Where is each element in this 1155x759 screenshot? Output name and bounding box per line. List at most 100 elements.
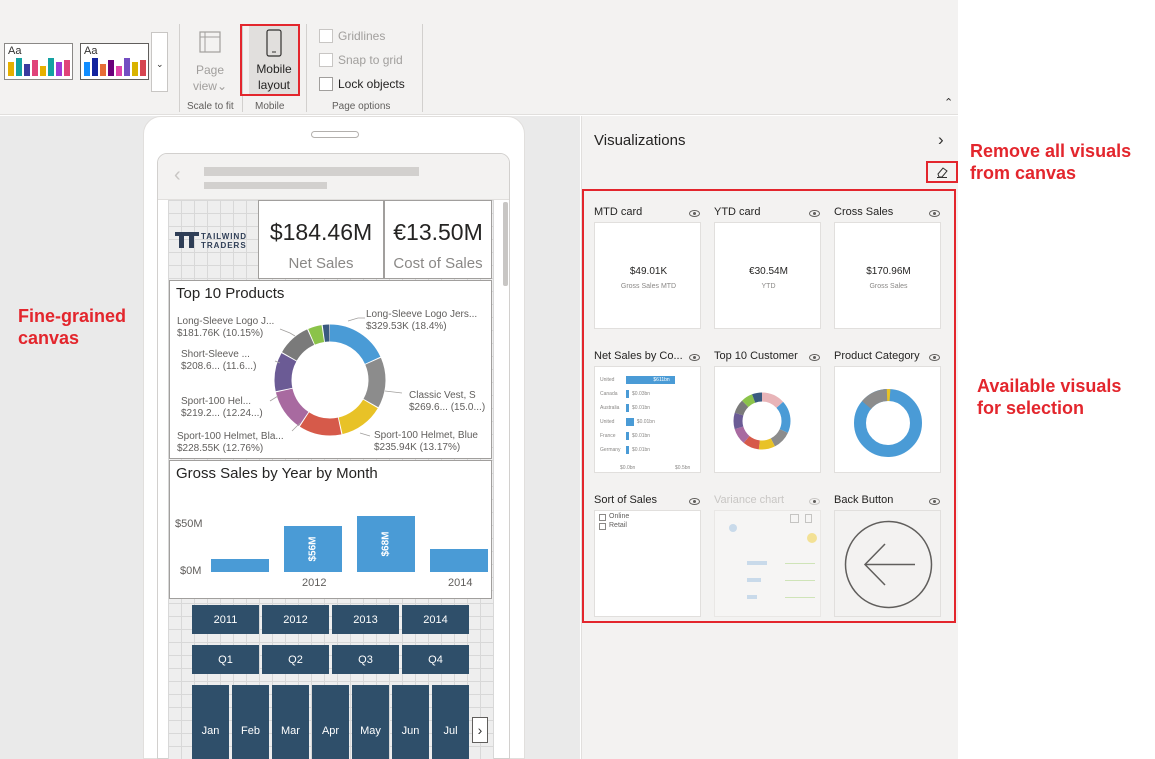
cost-of-sales-value: €13.50M bbox=[393, 219, 483, 245]
group-label-scale: Scale to fit bbox=[187, 101, 234, 112]
slicer-button[interactable]: Q1 bbox=[192, 645, 259, 674]
variance-chart-visual[interactable] bbox=[714, 510, 821, 617]
theme-color-swatch bbox=[108, 60, 114, 76]
donut-label: Sport-100 Hel... $219.2... (12.24...) bbox=[181, 396, 263, 419]
visualizations-title: Visualizations bbox=[594, 132, 686, 149]
slicer-button[interactable]: Q3 bbox=[332, 645, 399, 674]
mtd-card-visual[interactable]: $49.01K Gross Sales MTD bbox=[594, 222, 701, 329]
eye-icon[interactable] bbox=[689, 354, 700, 361]
variance-line bbox=[785, 580, 815, 581]
gross-sales-bar[interactable] bbox=[430, 548, 488, 572]
annotation-fine-grained: Fine-grained canvas bbox=[18, 306, 127, 348]
theme-thumbnail-1[interactable]: Aa bbox=[4, 43, 73, 80]
eye-icon[interactable] bbox=[809, 210, 820, 217]
slicer-button[interactable]: 2013 bbox=[332, 605, 399, 634]
variance-bar bbox=[747, 561, 767, 565]
slicer-button[interactable]: Q4 bbox=[402, 645, 469, 674]
eye-hidden-icon[interactable] bbox=[809, 498, 820, 505]
slicer-button[interactable]: Mar bbox=[272, 685, 309, 759]
net-sales-row-value: $0.01bn bbox=[636, 419, 655, 425]
status-dot bbox=[807, 533, 817, 543]
logo-tile[interactable]: TAILWIND TRADERS bbox=[169, 200, 258, 279]
gridlines-checkbox[interactable] bbox=[319, 29, 333, 43]
slicer-button[interactable]: Feb bbox=[232, 685, 269, 759]
viz-card-title: YTD card bbox=[714, 206, 761, 218]
eye-icon[interactable] bbox=[809, 354, 820, 361]
slicer-checkbox[interactable] bbox=[599, 514, 606, 521]
eye-icon[interactable] bbox=[929, 498, 940, 505]
slicer-option-label: Online bbox=[609, 513, 630, 520]
theme-color-swatch bbox=[124, 58, 130, 76]
pane-collapse-chevron-icon[interactable]: › bbox=[938, 130, 944, 149]
theme-color-swatch bbox=[92, 58, 98, 76]
net-sales-row-value: $0.01bn bbox=[632, 405, 651, 411]
top-10-products-visual[interactable]: Top 10 Products Long-Sleeve Logo J... $18… bbox=[169, 280, 492, 459]
net-sales-row-value: $0.01bn bbox=[632, 447, 651, 453]
variance-bar bbox=[747, 595, 757, 599]
theme-color-swatch bbox=[8, 62, 14, 76]
lock-objects-checkbox[interactable] bbox=[319, 77, 333, 91]
net-sales-bar bbox=[626, 390, 629, 398]
net-sales-bar bbox=[626, 404, 629, 412]
available-visuals-highlight bbox=[582, 189, 956, 623]
slicer-button[interactable]: Jun bbox=[392, 685, 429, 759]
mtd-card-sub: Gross Sales MTD bbox=[620, 283, 677, 290]
collapse-ribbon-icon[interactable]: ⌃ bbox=[944, 97, 954, 109]
slicer-button[interactable]: 2012 bbox=[262, 605, 329, 634]
slicer-button[interactable]: Jan bbox=[192, 685, 229, 759]
theme-color-swatch bbox=[132, 62, 138, 76]
sort-of-sales-visual[interactable]: Online Retail bbox=[594, 510, 701, 617]
gross-sales-visual[interactable]: Gross Sales by Year by Month $50M $0M 20… bbox=[169, 460, 492, 599]
back-button-visual[interactable] bbox=[834, 510, 941, 617]
remove-all-visuals-highlight bbox=[926, 161, 958, 183]
ytd-card-visual[interactable]: €30.54M YTD bbox=[714, 222, 821, 329]
net-sales-card[interactable]: $184.46M Net Sales bbox=[258, 200, 384, 279]
snap-to-grid-label: Snap to grid bbox=[338, 53, 403, 67]
eye-icon[interactable] bbox=[929, 210, 940, 217]
gross-sales-bar[interactable] bbox=[211, 558, 269, 572]
net-sales-by-country-visual[interactable]: United $611bn Canada $0.03bn Australia $0.01b… bbox=[594, 366, 701, 473]
cross-sales-card-visual[interactable]: $170.96M Gross Sales bbox=[834, 222, 941, 329]
gross-sales-bar[interactable]: $56M bbox=[284, 525, 342, 572]
viz-card-title: Top 10 Customer bbox=[714, 350, 798, 362]
eye-icon[interactable] bbox=[689, 498, 700, 505]
ytd-card-value: €30.54M bbox=[749, 266, 788, 277]
snap-to-grid-checkbox[interactable] bbox=[319, 53, 333, 67]
viz-card-title: Net Sales by Co... bbox=[594, 350, 683, 362]
group-label-page-options: Page options bbox=[332, 101, 391, 112]
viz-card-title: Sort of Sales bbox=[594, 494, 657, 506]
slicer-button[interactable]: Apr bbox=[312, 685, 349, 759]
gross-sales-bar[interactable]: $68M bbox=[357, 515, 415, 572]
slicer-button[interactable]: May bbox=[352, 685, 389, 759]
donut-label: Classic Vest, S $269.6... (15.0...) bbox=[409, 390, 486, 413]
product-category-visual[interactable] bbox=[834, 366, 941, 473]
eye-icon[interactable] bbox=[689, 210, 700, 217]
theme-color-swatch bbox=[64, 60, 70, 76]
gridlines-label: Gridlines bbox=[338, 29, 386, 43]
ribbon: Aa Aa ⌄ Page view⌄ Scale to fit bbox=[0, 0, 958, 115]
page-view-button[interactable]: Page view⌄ bbox=[188, 26, 232, 96]
slicer-checkbox[interactable] bbox=[599, 523, 606, 530]
theme-color-bars bbox=[84, 56, 146, 76]
slicer-next-arrow-icon[interactable]: › bbox=[472, 717, 488, 743]
slicer-button[interactable]: 2011 bbox=[192, 605, 259, 634]
eraser-icon[interactable] bbox=[935, 165, 949, 179]
top-10-customer-visual[interactable] bbox=[714, 366, 821, 473]
screen-scrollbar[interactable] bbox=[503, 202, 508, 286]
theme-thumbnail-label: Aa bbox=[84, 45, 98, 57]
mobile-layout-label-line2: layout bbox=[257, 78, 291, 92]
slicer-button[interactable]: 2014 bbox=[402, 605, 469, 634]
mobile-layout-button[interactable]: Mobile layout bbox=[249, 26, 299, 96]
cost-of-sales-card[interactable]: €13.50M Cost of Sales bbox=[384, 200, 492, 279]
page-view-label-line2: view⌄ bbox=[192, 79, 228, 93]
donut-slice bbox=[274, 324, 386, 436]
slicer-button[interactable]: Jul bbox=[432, 685, 469, 759]
top-10-donut-chart bbox=[269, 317, 403, 437]
slicer-button[interactable]: Q2 bbox=[262, 645, 329, 674]
net-sales-bar bbox=[626, 376, 676, 384]
theme-thumbnail-2[interactable]: Aa bbox=[80, 43, 149, 80]
viz-card-title: Product Category bbox=[834, 350, 920, 362]
eye-icon[interactable] bbox=[929, 354, 940, 361]
theme-gallery-expand-button[interactable]: ⌄ bbox=[151, 32, 168, 92]
